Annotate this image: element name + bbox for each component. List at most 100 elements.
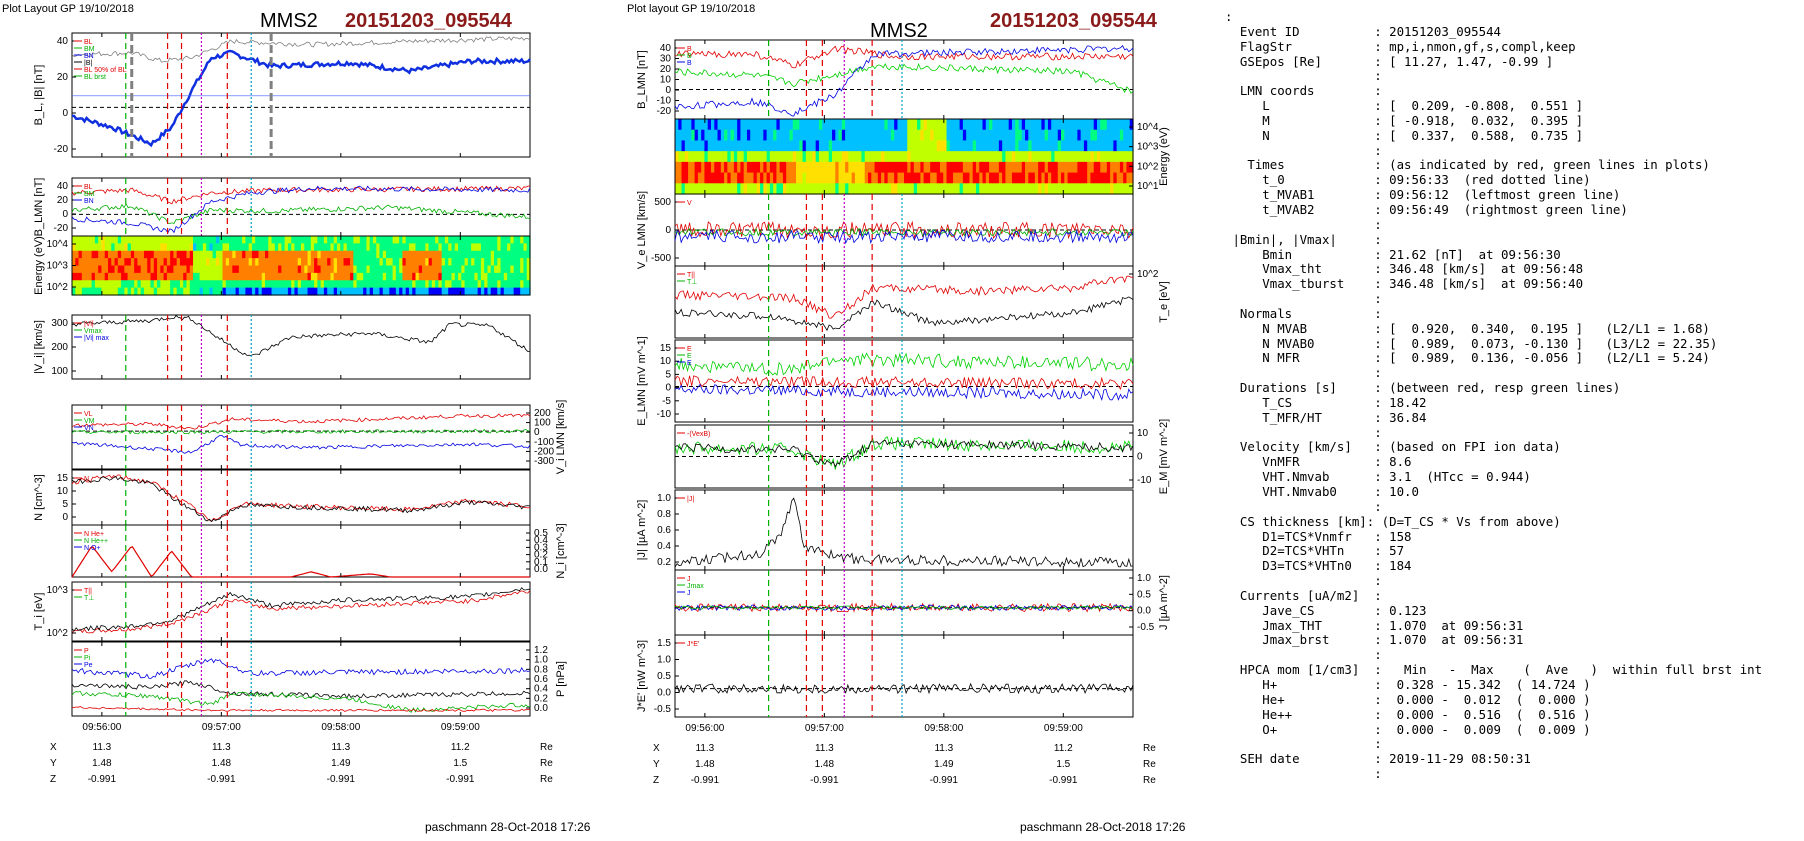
spectrogram-cell [346, 265, 351, 274]
spectrogram-cell [235, 250, 240, 259]
spectrogram-cell [183, 258, 188, 267]
spectrogram-cell [1018, 140, 1023, 152]
info-line: Times : (as indicated by red, green line… [1225, 157, 1710, 173]
spectrogram-cell [346, 280, 351, 289]
spectrogram-cell [887, 151, 892, 163]
spectrogram-cell [202, 250, 207, 259]
spectrogram-cell [268, 258, 273, 267]
info-line: : [1225, 573, 1382, 589]
panel-frame [674, 569, 1134, 636]
spectrogram-cell [750, 129, 755, 142]
spectrogram-cell [760, 183, 764, 195]
spectrogram-cell [946, 161, 951, 174]
spectrogram-cell [408, 236, 413, 244]
spectrogram-cell [769, 119, 774, 131]
spectrogram-cell [681, 183, 686, 195]
spectrogram-cell [104, 258, 109, 267]
y-tick-label: 10^4 [47, 239, 69, 250]
spectrogram-cell [425, 265, 430, 274]
spectrogram-cell [910, 129, 915, 142]
legend-entry: P [84, 648, 89, 655]
spectrogram-cell [943, 129, 948, 142]
info-line: Jave_CS : 0.123 [1225, 602, 1427, 618]
spectrogram-cell [461, 272, 466, 281]
spectrogram-cell [992, 129, 997, 142]
y-axis-label: T_i [eV] [33, 593, 45, 631]
spectrogram-cell [176, 265, 181, 274]
spectrogram-cell [81, 250, 86, 259]
spectrogram-cell [314, 236, 318, 244]
spectrogram-cell [363, 258, 368, 267]
spectrogram-cell [1044, 151, 1049, 163]
spectrogram-cell [157, 272, 161, 281]
spectrogram-cell [418, 265, 423, 274]
y-tick-label: -500 [651, 253, 671, 264]
spectrogram-cell [350, 250, 354, 259]
spectrogram-cell [789, 119, 794, 131]
spectrogram-cell [340, 272, 345, 281]
spectrogram-cell [923, 183, 928, 195]
position-unit: Re [540, 758, 553, 769]
spectrogram-cell [98, 250, 103, 259]
spectrogram-cell [789, 151, 794, 163]
spectrogram-cell [939, 151, 944, 163]
spectrogram-cell [861, 161, 866, 174]
spectrogram-cell [372, 265, 377, 274]
spectrogram-cell [760, 129, 764, 142]
info-line: |Bmin|, |Vmax| : [1225, 231, 1382, 247]
spectrogram-cell [750, 183, 755, 195]
spectrogram-cell [209, 265, 214, 274]
spectrogram-cell [874, 151, 879, 163]
spectrogram-cell [104, 250, 109, 259]
spectrogram-cell [72, 250, 76, 259]
spectrogram-cell [743, 183, 748, 195]
spectrogram-cell [320, 272, 325, 281]
spectrogram-cell [1025, 151, 1029, 163]
spectrogram-cell [904, 151, 908, 163]
spectrogram-cell [818, 161, 823, 174]
spectrogram-cell [497, 258, 502, 267]
spectrogram-cell [278, 258, 282, 267]
spectrogram-cell [1067, 183, 1072, 195]
spectrogram-cell [1011, 161, 1016, 174]
spectrogram-cell [454, 243, 459, 252]
spectrogram-cell [422, 287, 426, 296]
spectrogram-cell [949, 183, 954, 195]
spectrogram-cell [94, 236, 99, 244]
spectrogram-cell [248, 258, 253, 267]
legend-entry: T|| [84, 588, 92, 595]
spectrogram-cell [382, 243, 387, 252]
spectrogram-cell [111, 272, 116, 281]
spectrogram-cell [134, 243, 139, 252]
series-line [71, 680, 531, 700]
spectrogram-cell [792, 140, 797, 152]
spectrogram-cell [330, 272, 335, 281]
info-line: VHT.Nmvab0 : 10.0 [1225, 484, 1419, 499]
spectrogram-cell [81, 272, 86, 281]
spectrogram-cell [395, 287, 400, 296]
spectrogram-cell [841, 140, 846, 152]
spectrogram-cell [471, 265, 475, 274]
spectrogram-cell [949, 161, 954, 174]
spectrogram-cell [320, 236, 325, 244]
spectrogram-cell [681, 172, 686, 184]
spectrogram-cell [134, 272, 139, 281]
spectrogram-cell [258, 280, 263, 289]
spectrogram-cell [91, 236, 96, 244]
spectrogram-cell [497, 265, 502, 274]
y-tick-label: 0 [62, 209, 68, 220]
spectrogram-cell [117, 236, 122, 244]
spectrogram-cell [160, 265, 165, 274]
spectrogram-cell [923, 129, 928, 142]
spectrogram-cell [238, 236, 243, 244]
spectrogram-cell [281, 258, 286, 267]
spectrogram-cell [760, 119, 764, 131]
spectrogram-cell [196, 287, 201, 296]
spectrogram-cell [265, 250, 269, 259]
spectrogram-cell [874, 129, 879, 142]
spectrogram-cell [746, 119, 751, 131]
spectrogram-cell [284, 258, 289, 267]
spectrogram-cell [98, 287, 103, 296]
spectrogram-cell [474, 258, 479, 267]
spectrogram-cell [183, 272, 188, 281]
